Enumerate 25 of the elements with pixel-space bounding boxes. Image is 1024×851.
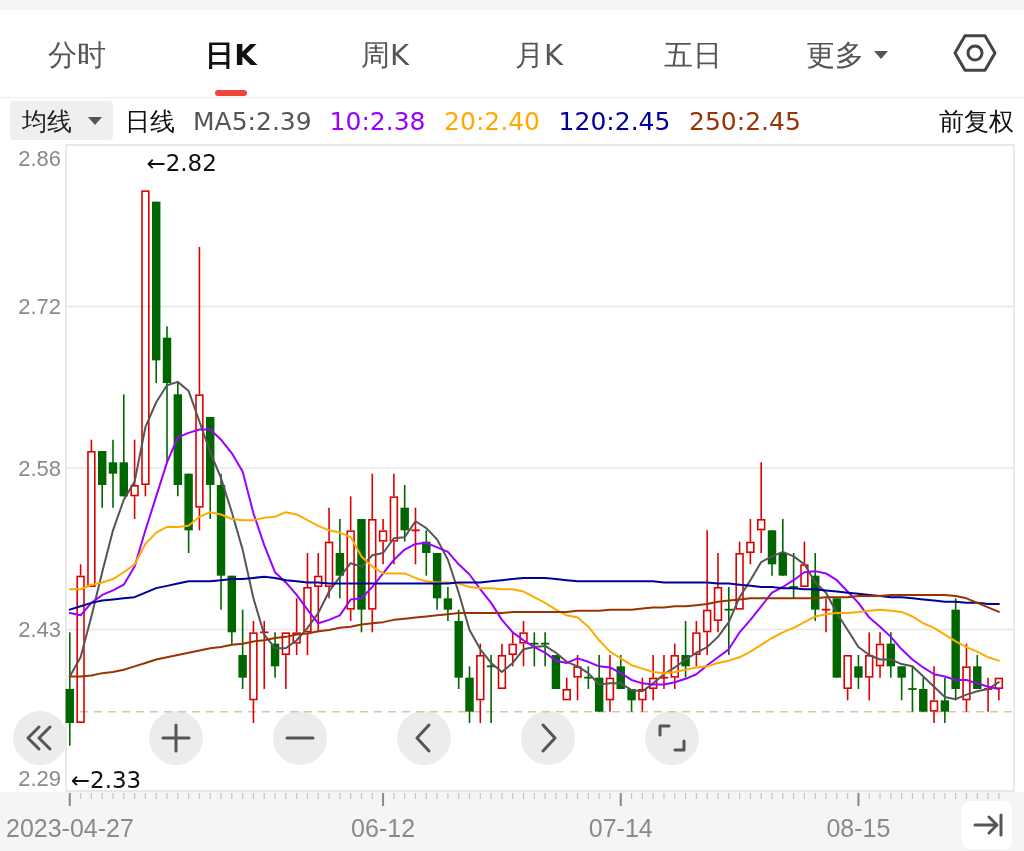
text: 120:2.45 bbox=[558, 106, 671, 136]
text: 前复权 bbox=[939, 106, 1014, 136]
y-tick-label: 2.58 bbox=[18, 455, 61, 481]
text: 周K bbox=[360, 38, 410, 72]
y-tick-label: 2.29 bbox=[18, 765, 61, 791]
y-tick-label: 2.72 bbox=[18, 294, 61, 319]
x-tick-label: 08-15 bbox=[826, 814, 891, 842]
text: 日K bbox=[205, 38, 259, 72]
x-tick-label: 06-12 bbox=[351, 814, 416, 842]
annotation: ←2.82 bbox=[146, 150, 217, 177]
text: 250:2.45 bbox=[689, 106, 801, 136]
y-tick-label: 2.43 bbox=[18, 617, 61, 642]
text: 更多 bbox=[806, 38, 864, 72]
text: 分时 bbox=[48, 38, 106, 72]
annotation: ←2.33 bbox=[70, 766, 142, 793]
text: 20:2.40 bbox=[444, 106, 541, 136]
text: 五日 bbox=[664, 38, 722, 72]
legend-title: 日线 bbox=[125, 106, 175, 136]
x-tick-label: 2023-04-27 bbox=[6, 814, 134, 842]
text: 10:2.38 bbox=[329, 106, 426, 136]
text: 月K bbox=[514, 38, 564, 72]
y-tick-label: 2.86 bbox=[18, 145, 61, 171]
text: MA5:2.39 bbox=[193, 106, 312, 136]
x-tick-label: 07-14 bbox=[588, 814, 653, 842]
text: 均线 bbox=[21, 106, 72, 136]
